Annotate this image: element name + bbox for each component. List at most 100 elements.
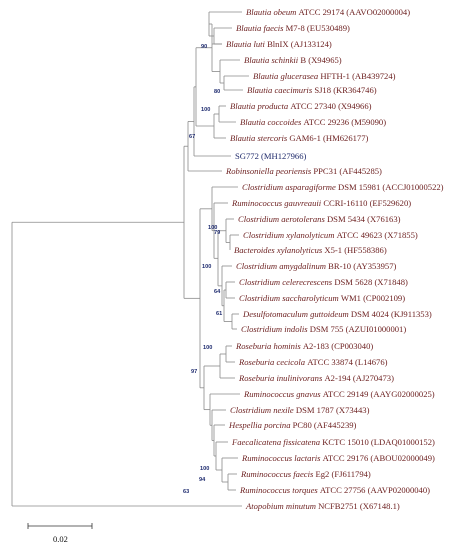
- strain-name: NCFB2751: [318, 501, 360, 511]
- tree-branches: [11, 11, 249, 507]
- species-name: Clostridium celerecrescens: [239, 277, 334, 287]
- strain-name: ATCC 29236: [303, 117, 351, 127]
- strain-name: M7-8: [286, 23, 307, 33]
- accession-number: (LDAQ01000152): [371, 437, 435, 447]
- strain-name: CCRI-16110: [323, 198, 369, 208]
- species-name: Blautia faecis: [236, 23, 286, 33]
- strain-name: ATCC 29149: [323, 389, 371, 399]
- accession-number: (AF445239): [314, 420, 357, 430]
- accession-number: (KR364746): [333, 85, 377, 95]
- strain-name: Eg2: [315, 469, 331, 479]
- taxon-label: Desulfotomaculum guttoideum DSM 4024 (KJ…: [242, 309, 432, 319]
- species-name: Blautia caecimuris: [247, 85, 314, 95]
- taxon-label: Faecalicatena fissicatena KCTC 15010 (LD…: [231, 437, 435, 447]
- bootstrap-value: 63: [183, 489, 189, 495]
- strain-name: A2-183: [303, 341, 331, 351]
- bootstrap-value: 79: [214, 230, 220, 236]
- species-name: Blautia coccoides: [240, 117, 303, 127]
- taxon-label: Robinsoniella peoriensis PPC31 (AF445285…: [225, 166, 382, 176]
- strain-name: A2-194: [324, 373, 352, 383]
- strain-name: DSM 5628: [334, 277, 374, 287]
- strain-name: SJ18: [314, 85, 333, 95]
- species-name: Clostridium aerotolerans: [238, 214, 327, 224]
- bootstrap-value: 97: [191, 369, 197, 375]
- strain-name: ATCC 27756: [320, 485, 368, 495]
- bootstrap-value: 100: [203, 345, 212, 351]
- taxon-label: Clostridium indolis DSM 755 (AZUI0100000…: [241, 324, 406, 334]
- species-name: Atopobium minutum: [245, 501, 318, 511]
- species-name: Roseburia hominis: [235, 341, 303, 351]
- accession-number: (KJ911353): [391, 309, 432, 319]
- accession-number: (AAYG02000025): [371, 389, 435, 399]
- taxon-label: Clostridium saccharolyticum WM1 (CP00210…: [239, 293, 405, 303]
- strain-name: ATCC 49623: [337, 230, 385, 240]
- accession-number: (X71855): [384, 230, 418, 240]
- accession-number: (CP003040): [331, 341, 373, 351]
- species-name: Blautia stercoris: [230, 133, 289, 143]
- species-name: Clostridium amygdalinum: [236, 261, 328, 271]
- taxon-label: Roseburia inulinivorans A2-194 (AJ270473…: [238, 373, 394, 383]
- accession-number: (MH127966): [261, 151, 306, 161]
- accession-number: (X71848): [374, 277, 408, 287]
- accession-number: (X76163): [367, 214, 401, 224]
- strain-name: BR-10: [328, 261, 353, 271]
- bootstrap-value: 100: [208, 225, 217, 231]
- accession-number: (X94966): [338, 101, 372, 111]
- taxon-label: Ruminococcus torques ATCC 27756 (AAVP020…: [239, 485, 430, 495]
- strain-name: WM1: [341, 293, 363, 303]
- accession-number: (EU530489): [307, 23, 350, 33]
- species-name: Clostridium asparagiforme: [242, 182, 338, 192]
- accession-number: (CP002109): [363, 293, 405, 303]
- accession-number: (L14676): [355, 357, 388, 367]
- strain-name: ATCC 29174: [299, 7, 347, 17]
- species-name: Clostridium nexile: [230, 405, 296, 415]
- bootstrap-value: 67: [189, 134, 195, 140]
- bootstrap-value: 100: [201, 107, 210, 113]
- taxon-label: SG772 (MH127966): [235, 151, 307, 161]
- accession-number: (ABOU02000049): [370, 453, 435, 463]
- taxon-label: Ruminococcus lactaris ATCC 29176 (ABOU02…: [241, 453, 435, 463]
- accession-number: (X67148.1): [360, 501, 400, 511]
- taxon-label: Blautia glucerasea HFTH-1 (AB439724): [253, 71, 396, 81]
- bootstrap-value: 94: [199, 477, 206, 483]
- taxon-label: Clostridium aerotolerans DSM 5434 (X7616…: [238, 214, 401, 224]
- strain-name: PPC31: [313, 166, 339, 176]
- accession-number: (M59090): [351, 117, 386, 127]
- accession-number: (AJ270473): [353, 373, 394, 383]
- species-name: Desulfotomaculum guttoideum: [242, 309, 351, 319]
- bootstrap-value: 64: [214, 289, 221, 295]
- species-name: Hespellia porcina: [228, 420, 293, 430]
- strain-name: GAM6-1: [289, 133, 323, 143]
- species-name: Blautia glucerasea: [253, 71, 320, 81]
- taxon-label: Bacteroides xylanolyticus X5-1 (HF558386…: [234, 245, 387, 255]
- strain-name: HFTH-1: [320, 71, 352, 81]
- species-name: Faecalicatena fissicatena: [231, 437, 322, 447]
- strain-name: ATCC 27340: [290, 101, 338, 111]
- strain-name: SG772: [235, 151, 261, 161]
- species-name: Bacteroides xylanolyticus: [234, 245, 324, 255]
- taxon-label: Clostridium asparagiforme DSM 15981 (ACC…: [242, 182, 444, 192]
- scale-bar-label: 0.02: [53, 534, 68, 544]
- strain-name: DSM 4024: [351, 309, 391, 319]
- accession-number: (X73443): [336, 405, 370, 415]
- accession-number: (AB439724): [352, 71, 396, 81]
- strain-name: DSM 755: [310, 324, 346, 334]
- species-name: Blautia producta: [230, 101, 290, 111]
- species-name: Ruminococcus lactaris: [241, 453, 323, 463]
- species-name: Ruminococcus torques: [239, 485, 320, 495]
- taxon-label: Clostridium nexile DSM 1787 (X73443): [230, 405, 370, 415]
- accession-number: (AZUI01000001): [346, 324, 407, 334]
- species-name: Clostridium xylanolyticum: [243, 230, 337, 240]
- species-name: Roseburia cecicola: [238, 357, 307, 367]
- taxon-label: Blautia producta ATCC 27340 (X94966): [230, 101, 372, 111]
- bootstrap-value: 100: [200, 466, 209, 472]
- accession-number: (FJ611794): [331, 469, 370, 479]
- bootstrap-value: 61: [216, 311, 222, 317]
- taxon-label: Ruminococcus gauvreauii CCRI-16110 (EF52…: [231, 198, 411, 208]
- strain-name: ATCC 33874: [307, 357, 355, 367]
- accession-number: (ACCJ01000522): [382, 182, 443, 192]
- bootstrap-value: 100: [202, 264, 211, 270]
- taxon-label: Blautia schinkii B (X94965): [244, 55, 342, 65]
